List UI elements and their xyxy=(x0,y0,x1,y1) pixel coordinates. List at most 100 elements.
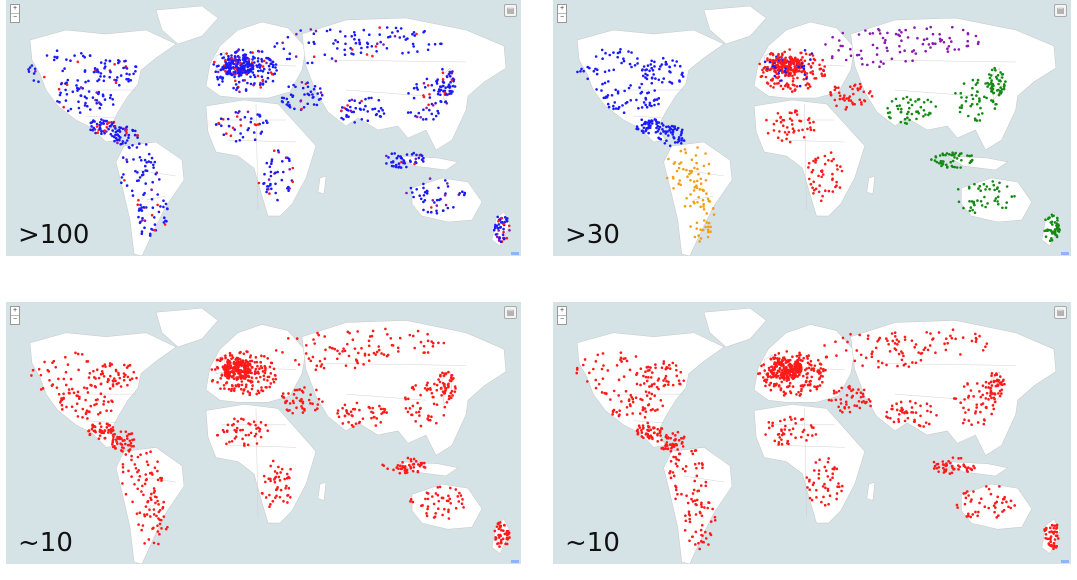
location-point xyxy=(642,126,646,130)
location-point xyxy=(264,367,267,370)
location-point xyxy=(101,364,105,368)
location-point xyxy=(901,351,904,355)
zoom-in-button[interactable]: + xyxy=(559,5,565,12)
location-point xyxy=(653,394,656,398)
landmass-africa xyxy=(205,99,317,217)
location-point xyxy=(144,164,147,168)
location-point xyxy=(426,351,430,354)
layers-icon[interactable]: ▤ xyxy=(1054,4,1067,17)
location-point xyxy=(387,156,390,159)
location-point xyxy=(137,198,140,202)
location-point xyxy=(124,59,127,63)
location-point xyxy=(606,102,610,106)
location-point xyxy=(230,54,233,57)
location-point xyxy=(295,406,298,410)
location-point xyxy=(219,75,222,79)
zoom-in-button[interactable]: + xyxy=(12,5,18,12)
location-point xyxy=(377,345,381,348)
location-point xyxy=(991,180,995,183)
location-point xyxy=(928,344,932,347)
location-point xyxy=(849,85,852,88)
location-point xyxy=(100,118,103,121)
location-point xyxy=(328,28,332,32)
location-point xyxy=(152,491,156,494)
location-point xyxy=(122,446,125,450)
location-point xyxy=(98,422,102,425)
location-point xyxy=(775,362,778,365)
location-point xyxy=(260,354,263,358)
location-point xyxy=(635,98,638,102)
location-point xyxy=(263,371,267,375)
location-point xyxy=(411,191,414,194)
location-point xyxy=(622,111,626,114)
location-point xyxy=(808,53,812,56)
location-point xyxy=(614,107,618,110)
location-point xyxy=(661,446,665,450)
location-point xyxy=(641,424,645,427)
location-point xyxy=(616,107,620,111)
location-point xyxy=(783,64,787,68)
location-point xyxy=(979,395,983,399)
location-point xyxy=(667,380,670,384)
location-point xyxy=(910,112,914,116)
zoom-out-button[interactable]: − xyxy=(558,13,566,21)
location-point xyxy=(319,91,323,94)
location-point xyxy=(945,463,949,467)
location-point xyxy=(855,53,859,57)
location-point xyxy=(378,115,382,118)
location-point xyxy=(814,461,818,464)
zoom-out-button[interactable]: − xyxy=(11,315,19,323)
location-point xyxy=(665,444,669,447)
location-point xyxy=(701,534,704,537)
zoom-in-button[interactable]: + xyxy=(12,307,18,314)
location-point xyxy=(382,43,385,46)
location-point xyxy=(999,86,1002,89)
location-point xyxy=(313,85,317,88)
location-point xyxy=(441,513,444,517)
zoom-out-button[interactable]: − xyxy=(558,315,566,323)
layers-icon[interactable]: ▤ xyxy=(504,4,517,17)
location-point xyxy=(769,357,773,361)
location-point xyxy=(150,227,153,231)
location-point xyxy=(659,65,662,68)
location-point xyxy=(1057,537,1060,540)
location-point xyxy=(993,188,996,192)
location-point xyxy=(868,400,872,403)
zoom-out-button[interactable]: − xyxy=(11,13,19,21)
location-point xyxy=(105,422,109,426)
location-point xyxy=(61,69,64,73)
location-point xyxy=(132,444,135,448)
zoom-in-button[interactable]: + xyxy=(559,307,565,314)
location-point xyxy=(625,413,629,416)
location-point xyxy=(269,372,273,375)
location-point xyxy=(996,195,1000,199)
location-point xyxy=(229,63,232,67)
location-point xyxy=(158,508,162,512)
location-point xyxy=(100,132,103,135)
location-point xyxy=(257,69,260,73)
location-point xyxy=(239,377,243,380)
location-point xyxy=(852,92,855,96)
location-point xyxy=(107,424,111,427)
location-point xyxy=(772,86,775,89)
layers-icon[interactable]: ▤ xyxy=(504,306,517,319)
layers-icon[interactable]: ▤ xyxy=(1054,306,1067,319)
location-point xyxy=(415,115,419,119)
location-point xyxy=(927,113,930,117)
location-point xyxy=(895,338,899,341)
location-point xyxy=(886,31,889,35)
location-point xyxy=(65,405,68,409)
location-point xyxy=(99,121,102,124)
location-point xyxy=(809,128,813,132)
location-point xyxy=(1002,378,1005,382)
location-point xyxy=(437,186,440,190)
landmass-australia xyxy=(961,483,1033,530)
location-point xyxy=(230,73,234,77)
location-point xyxy=(962,463,965,467)
location-point xyxy=(269,382,273,385)
location-point xyxy=(495,235,499,239)
location-point xyxy=(216,358,220,362)
location-point xyxy=(970,498,973,501)
location-point xyxy=(447,510,450,514)
location-point xyxy=(784,56,787,60)
